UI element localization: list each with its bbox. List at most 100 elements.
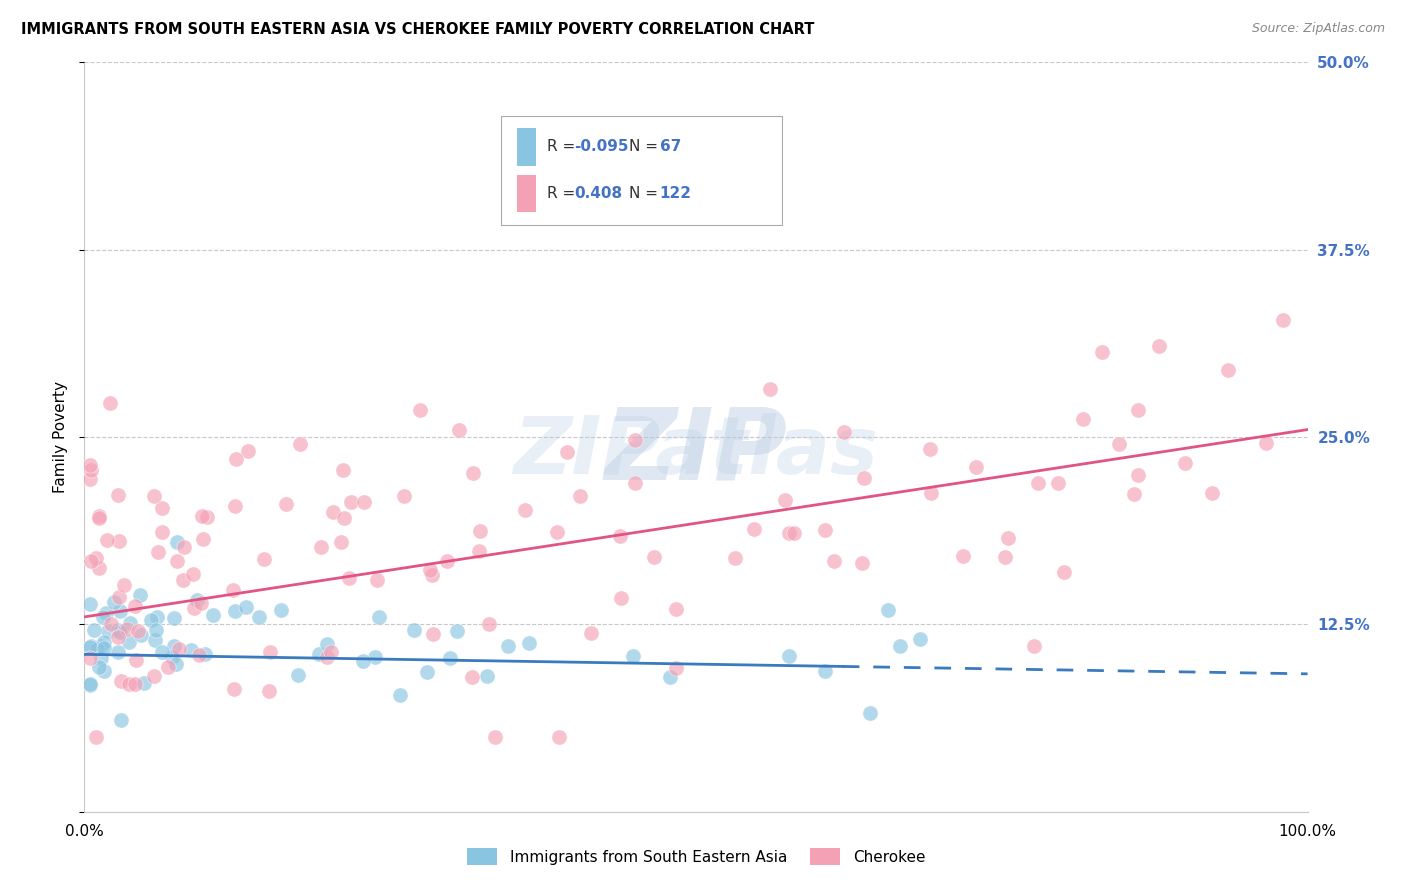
Text: R =: R = [547, 139, 581, 154]
Point [404, 623, 426, 637]
Text: 0.408: 0.408 [575, 186, 623, 201]
Point [166, 535, 188, 549]
Point [87, 660, 110, 674]
Point [224, 682, 246, 697]
Point [191, 509, 214, 524]
Point [319, 645, 342, 659]
Point [224, 499, 246, 513]
Point [778, 525, 800, 540]
Point [87, 509, 110, 524]
Point [148, 545, 170, 559]
Point [579, 626, 602, 640]
Point [315, 650, 337, 665]
Point [419, 564, 441, 578]
Point [517, 636, 540, 650]
Point [107, 623, 129, 637]
Point [107, 645, 129, 659]
Point [1201, 486, 1223, 500]
Point [1046, 475, 1069, 490]
Text: R =: R = [547, 186, 581, 201]
Point [288, 437, 311, 451]
Point [316, 637, 339, 651]
Point [1071, 411, 1094, 425]
Point [127, 624, 149, 638]
Point [366, 573, 388, 587]
Point [142, 490, 165, 504]
Point [235, 600, 257, 615]
Point [120, 615, 142, 630]
Point [141, 613, 163, 627]
Point [89, 510, 111, 524]
Point [1022, 639, 1045, 653]
Point [332, 462, 354, 476]
Point [420, 567, 443, 582]
Point [143, 632, 166, 647]
Point [108, 534, 131, 549]
Point [90, 651, 112, 665]
Point [108, 604, 131, 618]
Point [568, 489, 591, 503]
Point [128, 589, 150, 603]
Point [172, 574, 194, 588]
Point [80, 462, 103, 476]
Point [478, 617, 501, 632]
Point [224, 603, 246, 617]
Point [329, 534, 352, 549]
Point [118, 677, 141, 691]
Point [195, 510, 218, 524]
Point [1108, 437, 1130, 451]
Point [439, 651, 461, 665]
Point [834, 425, 856, 440]
Point [908, 632, 931, 647]
Point [997, 531, 1019, 545]
Point [724, 550, 747, 565]
Point [446, 624, 468, 638]
Point [994, 549, 1017, 564]
Point [100, 616, 122, 631]
Point [79, 677, 101, 691]
Point [96, 606, 118, 620]
Point [163, 639, 186, 653]
Point [548, 730, 571, 744]
Point [665, 661, 688, 675]
Point [889, 639, 911, 653]
Point [422, 626, 444, 640]
Point [1122, 487, 1144, 501]
Point [96, 533, 118, 547]
Point [156, 659, 179, 673]
Point [392, 489, 415, 503]
Point [160, 649, 183, 664]
Text: ZIP: ZIP [605, 403, 787, 500]
Point [274, 497, 297, 511]
Point [190, 596, 212, 610]
Point [1147, 339, 1170, 353]
Point [1026, 475, 1049, 490]
Point [920, 485, 942, 500]
Point [79, 458, 101, 473]
Point [80, 639, 103, 653]
Point [107, 630, 129, 644]
Point [257, 683, 280, 698]
Point [287, 668, 309, 682]
Point [225, 452, 247, 467]
Point [188, 648, 211, 662]
Point [91, 610, 114, 624]
Point [337, 571, 360, 585]
Text: Source: ZipAtlas.com: Source: ZipAtlas.com [1251, 22, 1385, 36]
Point [814, 523, 837, 537]
Point [84, 551, 107, 566]
Point [1128, 402, 1150, 417]
Point [90, 639, 112, 653]
Point [124, 599, 146, 613]
Point [150, 525, 173, 540]
Point [409, 402, 432, 417]
Point [259, 645, 281, 659]
Point [1256, 436, 1278, 450]
Text: N =: N = [628, 186, 662, 201]
Point [742, 522, 765, 536]
Point [163, 611, 186, 625]
Point [202, 607, 225, 622]
Point [859, 706, 882, 720]
Point [852, 471, 875, 485]
Point [340, 495, 363, 509]
